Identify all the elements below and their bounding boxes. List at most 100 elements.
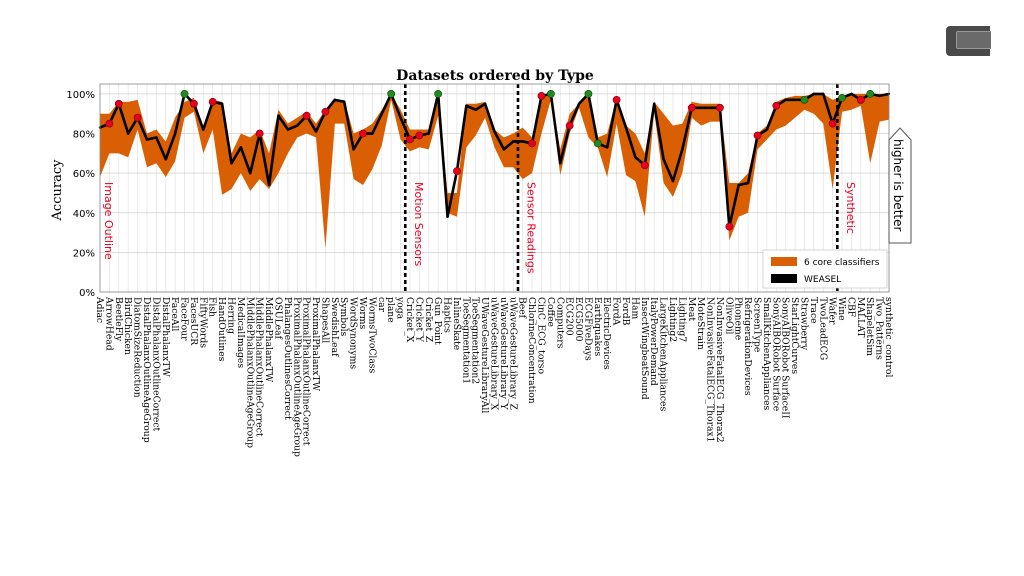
marker-green	[546, 90, 555, 98]
marker-green	[838, 93, 846, 102]
weasel-point	[559, 162, 562, 165]
marker-red	[828, 119, 837, 128]
marker-red	[208, 97, 217, 106]
x-tick-label: MiddlePhalanxTW	[263, 297, 274, 383]
x-tick-label: ScreenType	[752, 297, 763, 352]
x-tick-label: Beef	[517, 297, 528, 319]
weasel-point	[352, 148, 355, 151]
plot-area: 0% 20% 40% 60% 80% 100% Image Outline Motion Se…	[66, 83, 912, 457]
weasel-point	[474, 108, 477, 111]
marker-red	[302, 111, 311, 120]
weasel-point	[333, 98, 337, 102]
series-band-core-classifiers	[100, 93, 889, 249]
marker-red	[612, 95, 621, 104]
group-label: Motion Sensors	[412, 182, 425, 266]
y-axis-label: Accuracy	[50, 159, 65, 222]
weasel-point	[634, 156, 637, 159]
x-tick-label: FaceAll	[169, 297, 180, 331]
weasel-point	[126, 132, 130, 135]
x-tick-label: NonInvasiveFatalECG_Thorax2	[714, 297, 725, 442]
weasel-point	[371, 132, 374, 135]
y-tick-label: 100%	[66, 90, 95, 101]
x-tick-label: InlineSkate	[451, 297, 462, 350]
x-tick-label: Strawberry	[798, 297, 809, 351]
x-tick-label: PhalangesOutlinesCorrect	[282, 297, 293, 420]
x-tick-label: UWaveGestureLibraryAll	[479, 297, 490, 413]
x-tick-label: ShapeletSim	[864, 297, 875, 356]
x-tick-label: MiddlePhalanxOutlineAgeGroup	[244, 297, 255, 448]
x-tick-label: Trace	[808, 297, 819, 324]
y-tick-label: 40%	[73, 209, 95, 220]
x-tick-label: Symbols	[338, 297, 349, 337]
weasel-point	[652, 102, 656, 106]
x-tick-label: StarLightCurves	[789, 297, 800, 374]
weasel-point	[277, 114, 280, 117]
marker-red	[725, 222, 734, 231]
legend-label-core: 6 core classifiers	[804, 258, 880, 268]
x-tick-label: Earthquakes	[592, 297, 603, 356]
x-tick-label: Computers	[554, 297, 565, 349]
x-tick-label: ArrowHead	[103, 296, 114, 351]
x-tick-label: MoteStrain	[695, 297, 706, 350]
weasel-point	[446, 215, 449, 218]
weasel-point	[512, 140, 515, 143]
weasel-point	[662, 158, 665, 161]
x-tick-label: CBF	[845, 297, 856, 317]
x-tick-label: OliveOil	[723, 297, 734, 335]
x-tick-label: ECGFiveDays	[582, 297, 593, 361]
marker-red	[716, 103, 724, 112]
marker-red	[640, 161, 649, 170]
x-tick-label: car	[376, 297, 387, 313]
x-tick-label: MALLAT	[855, 297, 866, 338]
weasel-point	[493, 130, 496, 133]
x-tick-label: DistalPhalanxOutlineAgeGroup	[141, 297, 152, 443]
x-tick-label: Adiac	[94, 296, 105, 323]
chart-title: Datasets ordered by Type	[396, 68, 594, 84]
weasel-point	[239, 146, 243, 149]
marker-red	[406, 135, 414, 144]
marker-green	[434, 90, 443, 98]
weasel-point	[427, 132, 430, 135]
weasel-point	[314, 130, 318, 133]
marker-green	[866, 90, 875, 98]
x-tick-label: Fish	[207, 297, 218, 317]
weasel-point	[793, 98, 797, 102]
marker-red	[114, 99, 123, 108]
x-tick-label: DistalPhalanxTW	[160, 297, 171, 377]
weasel-point	[681, 148, 684, 151]
marker-green	[800, 95, 809, 104]
weasel-point	[746, 181, 750, 185]
y-tick-label: 20%	[73, 248, 95, 259]
x-tick-label: ShapesAll	[319, 297, 330, 343]
weasel-point	[155, 136, 158, 139]
marker-red	[255, 129, 264, 138]
x-tick-label: MedicalImages	[235, 297, 246, 368]
x-tick-label: Meat	[686, 297, 697, 321]
group-label: Synthetic	[844, 182, 857, 234]
weasel-point	[737, 183, 740, 187]
weasel-point	[380, 112, 383, 115]
y-tick-label: 80%	[73, 130, 95, 141]
x-tick-label: Lighting7	[676, 297, 687, 342]
weasel-point	[483, 102, 487, 106]
weasel-point	[521, 140, 524, 143]
x-tick-label: Gun_Point	[432, 297, 443, 345]
marker-red	[537, 91, 546, 100]
marker-red	[133, 113, 142, 122]
x-tick-label: DistalPhalanxOutlineCorrect	[150, 297, 161, 432]
x-tick-label: Worms	[357, 297, 368, 329]
x-tick-label: WordSynonyms	[348, 297, 359, 369]
x-tick-label: FordB	[620, 297, 631, 326]
x-tick-label: BirdChicken	[122, 297, 133, 355]
x-tick-label: ToeSegmentation2	[470, 297, 481, 384]
y-tick-label: 0%	[79, 288, 95, 299]
marker-green	[387, 90, 396, 98]
x-tick-label: HandOutlines	[216, 297, 227, 362]
x-tick-label: FiftyWords	[197, 297, 208, 348]
x-tick-label: CinC_ECG_torso	[535, 297, 546, 375]
weasel-point	[765, 128, 769, 131]
x-tick-label: ProximalPhalanxOutlineAgeGroup	[291, 297, 302, 457]
corner-tab	[946, 26, 991, 56]
x-tick-label: ChlorineConcentration	[526, 297, 537, 404]
